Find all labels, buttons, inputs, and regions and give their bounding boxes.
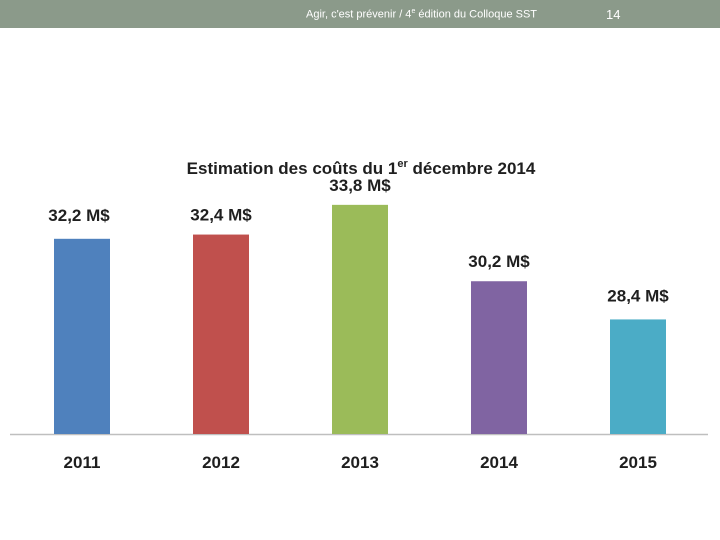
bar-2015 [610,319,666,434]
header-text-main: Agir, c'est prévenir / 4 [306,8,412,21]
header-bar [0,0,720,28]
header-text-superscript: e [411,8,416,15]
header-text-rest: édition du Colloque SST [415,8,538,21]
bar-2013 [332,204,388,434]
x-tick-label-2015: 2015 [619,453,657,472]
x-tick-label-2014: 2014 [480,453,518,472]
data-label-2011: 32,2 M$ [48,206,110,225]
data-label-2012: 32,4 M$ [190,206,252,225]
page-number: 14 [606,7,621,22]
bars-group: 32,2 M$ 2011 32,4 M$ 2012 33,8 M$ 2013 30,2 M$… [48,176,669,472]
data-label-2015: 28,4 M$ [607,286,669,305]
data-label-2014: 30,2 M$ [468,252,530,271]
data-label-2013: 33,8 M$ [329,176,391,195]
chart-title: Estimation des coûts du 1er décembre 201… [187,158,536,178]
chart-title-rest: décembre 2014 [408,159,536,178]
bar-2011 [54,238,110,434]
chart-title-superscript: er [397,158,408,170]
chart-title-main: Estimation des coûts du 1 [187,159,398,178]
x-tick-label-2013: 2013 [341,453,379,472]
bar-2014 [471,281,527,434]
x-tick-label-2012: 2012 [202,453,240,472]
header-text: Agir, c'est prévenir / 4e édition du Col… [306,8,537,21]
bar-2012 [193,234,249,434]
x-tick-label-2011: 2011 [64,453,101,472]
